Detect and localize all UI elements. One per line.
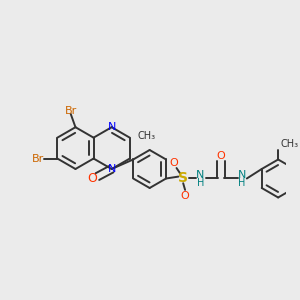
Text: H: H: [238, 178, 246, 188]
Text: Br: Br: [64, 106, 77, 116]
Text: O: O: [217, 151, 226, 161]
Text: O: O: [169, 158, 178, 168]
Text: N: N: [107, 164, 116, 174]
Text: O: O: [181, 190, 190, 201]
Text: Br: Br: [32, 154, 44, 164]
Text: N: N: [107, 122, 116, 132]
Text: CH₃: CH₃: [137, 131, 155, 141]
Text: H: H: [196, 178, 204, 188]
Text: N: N: [196, 170, 205, 180]
Text: N: N: [238, 170, 246, 180]
Text: S: S: [178, 172, 188, 185]
Text: O: O: [88, 172, 98, 185]
Text: CH₃: CH₃: [280, 139, 298, 149]
